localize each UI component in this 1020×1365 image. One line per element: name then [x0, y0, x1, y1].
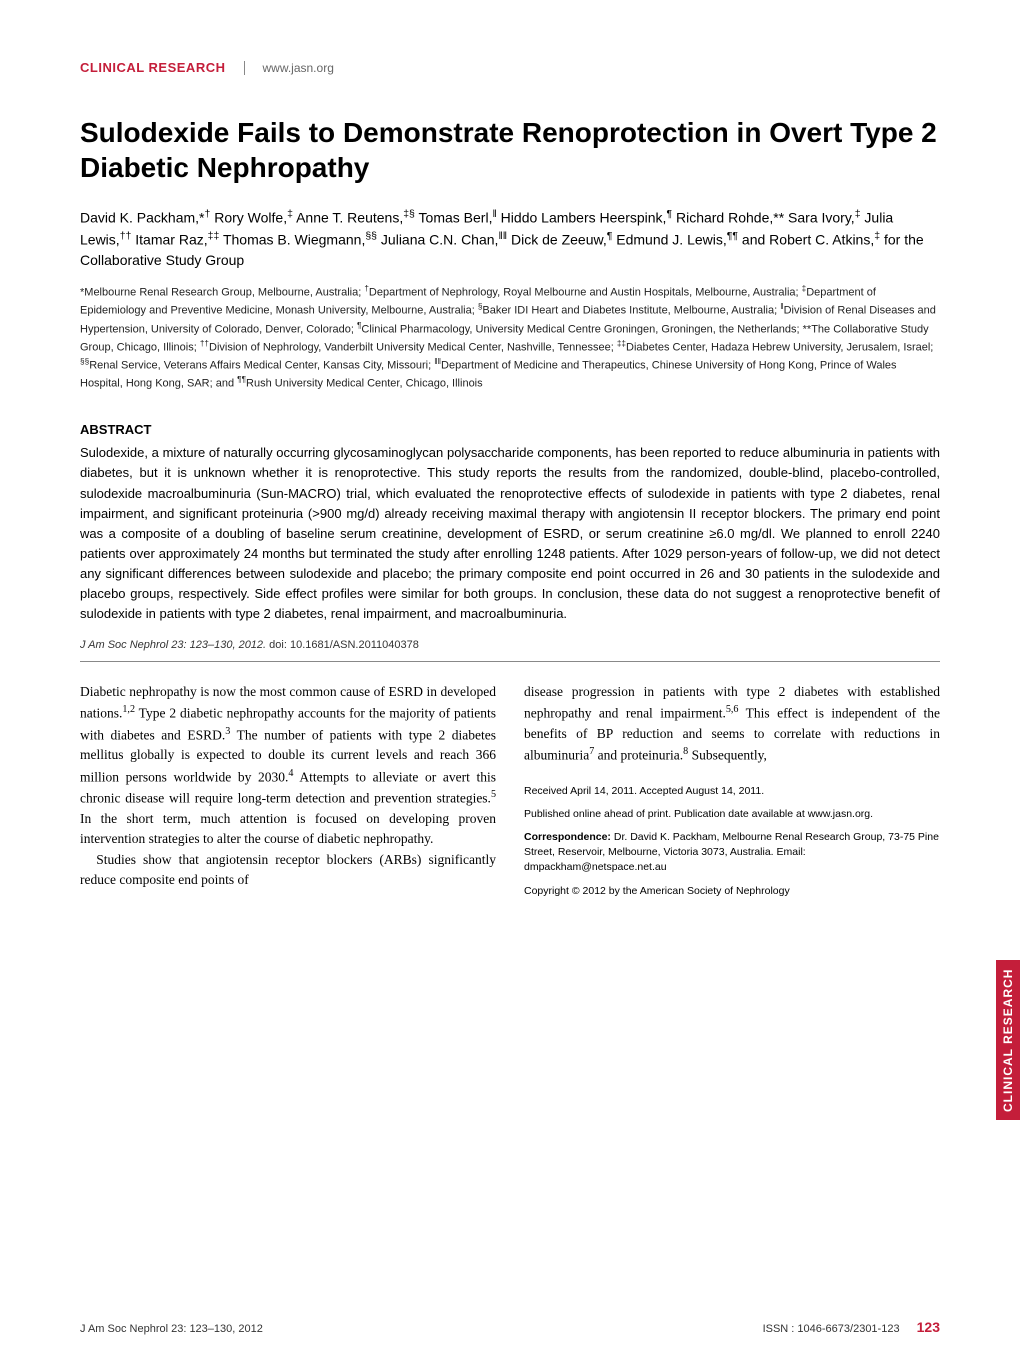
- header-divider: [244, 61, 245, 75]
- body-paragraph: Studies show that angiotensin receptor b…: [80, 850, 496, 891]
- abstract-heading: ABSTRACT: [80, 422, 940, 437]
- site-url: www.jasn.org: [263, 61, 334, 75]
- affiliations: *Melbourne Renal Research Group, Melbour…: [80, 283, 940, 392]
- journal-ref: J Am Soc Nephrol 23: 123–130, 2012.: [80, 639, 266, 651]
- copyright: Copyright © 2012 by the American Society…: [524, 884, 940, 899]
- body-columns: Diabetic nephropathy is now the most com…: [80, 682, 940, 907]
- doi: doi: 10.1681/ASN.2011040378: [269, 639, 419, 651]
- side-tab: CLINICAL RESEARCH: [996, 960, 1020, 1120]
- footer-right: ISSN : 1046-6673/2301-123 123: [763, 1319, 940, 1335]
- section-rule: [80, 661, 940, 662]
- received-accepted: Received April 14, 2011. Accepted August…: [524, 784, 940, 799]
- body-paragraph: disease progression in patients with typ…: [524, 682, 940, 766]
- body-paragraph: Diabetic nephropathy is now the most com…: [80, 682, 496, 850]
- correspondence-label: Correspondence:: [524, 831, 611, 843]
- page-number: 123: [917, 1319, 940, 1335]
- abstract-text: Sulodexide, a mixture of naturally occur…: [80, 443, 940, 624]
- published-note: Published online ahead of print. Publica…: [524, 807, 940, 822]
- column-right: disease progression in patients with typ…: [524, 682, 940, 907]
- correspondence: Correspondence: Dr. David K. Packham, Me…: [524, 830, 940, 876]
- section-label: CLINICAL RESEARCH: [80, 60, 226, 75]
- article-meta: Received April 14, 2011. Accepted August…: [524, 784, 940, 899]
- footer-issn: ISSN : 1046-6673/2301-123: [763, 1323, 900, 1335]
- page-footer: J Am Soc Nephrol 23: 123–130, 2012 ISSN …: [80, 1319, 940, 1335]
- column-left: Diabetic nephropathy is now the most com…: [80, 682, 496, 907]
- page-header: CLINICAL RESEARCH www.jasn.org: [80, 60, 940, 75]
- footer-journal-ref: J Am Soc Nephrol 23: 123–130, 2012: [80, 1323, 263, 1335]
- author-list: David K. Packham,*† Rory Wolfe,‡ Anne T.…: [80, 207, 940, 271]
- citation-line: J Am Soc Nephrol 23: 123–130, 2012. doi:…: [80, 639, 940, 651]
- article-title: Sulodexide Fails to Demonstrate Renoprot…: [80, 115, 940, 185]
